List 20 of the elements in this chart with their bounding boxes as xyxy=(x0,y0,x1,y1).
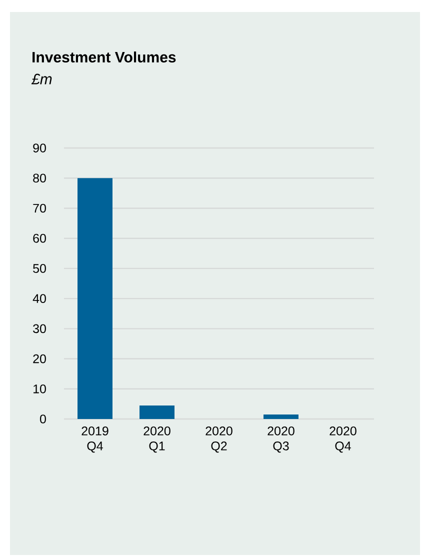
y-tick-label: 40 xyxy=(32,294,46,303)
bar xyxy=(263,414,298,419)
y-tick-label: 50 xyxy=(33,264,46,273)
chart-subtitle: £m xyxy=(31,74,52,84)
x-tick-label: 2020 Q1 xyxy=(144,426,170,453)
y-tick-label: 70 xyxy=(33,204,46,213)
y-tick-label: 60 xyxy=(33,234,46,243)
x-tick-label: 2020 Q3 xyxy=(268,426,294,453)
y-tick-label: 0 xyxy=(40,414,46,424)
bar xyxy=(78,178,112,419)
x-tick-label: 2019 Q4 xyxy=(82,426,108,453)
x-tick-label: 2020 Q2 xyxy=(206,426,232,453)
y-tick-label: 20 xyxy=(33,354,46,364)
x-tick-label: 2020 Q4 xyxy=(330,426,356,453)
bar xyxy=(140,405,174,419)
y-tick-label: 10 xyxy=(34,384,46,394)
y-tick-label: 80 xyxy=(33,174,46,183)
chart-title: Investment Volumes xyxy=(32,51,176,63)
y-tick-label: 90 xyxy=(33,144,46,152)
y-tick-label: 30 xyxy=(33,324,46,334)
